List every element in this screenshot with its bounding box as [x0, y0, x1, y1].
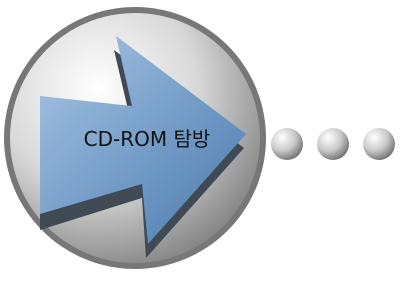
dot — [317, 128, 349, 160]
dot — [363, 128, 395, 160]
badge-label: CD-ROM 탐방 — [84, 127, 211, 151]
badge-graphic: CD-ROM 탐방 — [0, 0, 400, 283]
dot — [271, 128, 303, 160]
